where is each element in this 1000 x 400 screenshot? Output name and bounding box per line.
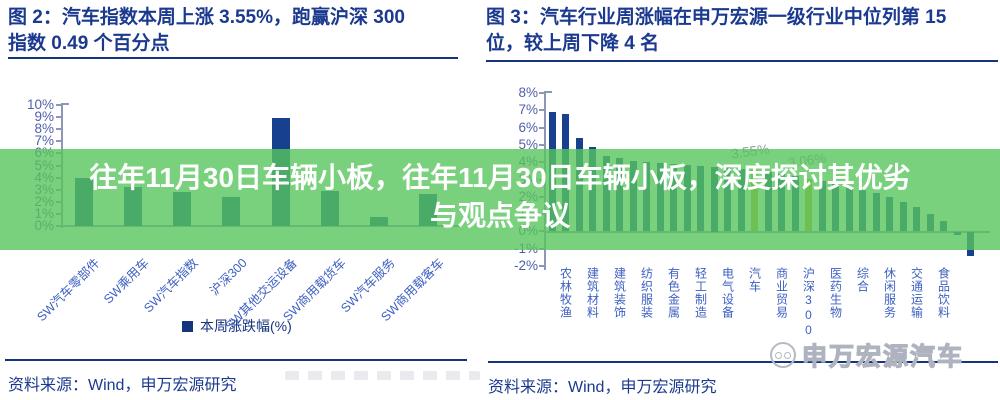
left-y-tick-label: 8%	[34, 121, 54, 137]
right-x-tick-label: 商业贸易	[774, 267, 789, 319]
right-y-tick	[539, 143, 545, 146]
left-y-axis-corner	[61, 103, 69, 105]
right-source-text: 资料来源：Wind，申万宏源研究	[488, 379, 717, 396]
right-y-tick	[539, 265, 545, 267]
left-chart-legend: 本周涨跌幅(%)	[182, 316, 292, 336]
overlay-banner-line1: 往年11月30日车辆小板，往年11月30日车辆小板，深度探讨其优劣	[89, 162, 911, 193]
left-y-tick	[56, 104, 62, 106]
right-y-tick-label: 7%	[518, 102, 538, 118]
right-x-tick-label: 农林牧渔	[558, 267, 573, 319]
overlay-banner: 往年11月30日车辆小板，往年11月30日车辆小板，深度探讨其优劣 与观点争议	[0, 149, 1000, 250]
left-y-tick-label: 7%	[34, 133, 54, 149]
right-chart-title: 图 3：汽车行业周涨幅在申万宏源一级行业中位列第 15 位，较上周下降 4 名	[486, 5, 998, 57]
right-x-tick-label: 电气设备	[720, 267, 735, 319]
left-y-tick	[56, 140, 62, 143]
right-x-tick-label: 纺织服装	[639, 267, 654, 319]
faint-watermark-smudge	[285, 371, 480, 380]
watermark-text: 申万宏源汽车	[801, 342, 965, 371]
right-title-underline	[486, 60, 998, 62]
left-source-text: 资料来源：Wind，申万宏源研究	[8, 377, 237, 394]
right-x-tick-label: 建筑材料	[585, 267, 600, 319]
left-chart-title: 图 2：汽车指数本周上涨 3.55%，跑赢沪深 300 指数 0.49 个百分点	[8, 5, 463, 57]
right-y-tick-label: 8%	[518, 85, 538, 100]
left-chart-title-line1: 图 2：汽车指数本周上涨 3.55%，跑赢沪深 300	[8, 7, 405, 28]
left-footer-rule	[5, 359, 467, 361]
right-y-tick-label: -2%	[513, 258, 538, 273]
right-x-tick-label: 有色金属	[666, 267, 681, 319]
right-y-axis-corner	[544, 91, 552, 93]
left-chart-title-line2: 指数 0.49 个百分点	[8, 33, 170, 54]
overlay-banner-line2: 与观点争议	[429, 200, 570, 231]
right-y-tick-label: 6%	[518, 119, 538, 135]
mascot-magnifier-icon	[770, 342, 796, 368]
right-x-tick-label: 医药生物	[828, 267, 843, 319]
left-title-underline	[8, 57, 458, 59]
right-chart-title-line2: 位，较上周下降 4 名	[486, 33, 660, 54]
left-y-tick	[56, 116, 62, 119]
right-y-tick-label: 5%	[518, 136, 538, 152]
right-y-tick	[539, 109, 545, 112]
right-x-tick-label: 轻工制造	[693, 267, 708, 319]
right-x-tick-label: 综合	[855, 267, 870, 293]
right-y-tick	[539, 126, 545, 129]
right-footer-rule	[488, 361, 998, 363]
right-x-tick-label: 休闲服务	[882, 267, 897, 319]
brand-watermark: 申万宏源汽车	[770, 337, 964, 373]
right-x-tick-label: 建筑装饰	[612, 267, 627, 319]
legend-label: 本周涨跌幅(%)	[200, 318, 292, 334]
left-y-tick-label: 10%	[26, 97, 54, 112]
right-x-tick-label: 沪深300	[801, 267, 816, 338]
right-chart-title-line1: 图 3：汽车行业周涨幅在申万宏源一级行业中位列第 15	[486, 7, 947, 28]
left-y-tick	[56, 128, 62, 131]
right-x-tick-label: 食品饮料	[936, 267, 951, 319]
right-x-tick-label: 交通运输	[909, 267, 924, 319]
right-x-tick-label: 汽车	[747, 267, 762, 293]
legend-swatch	[182, 320, 193, 332]
right-y-tick	[539, 92, 545, 94]
left-y-tick-label: 9%	[34, 109, 54, 125]
